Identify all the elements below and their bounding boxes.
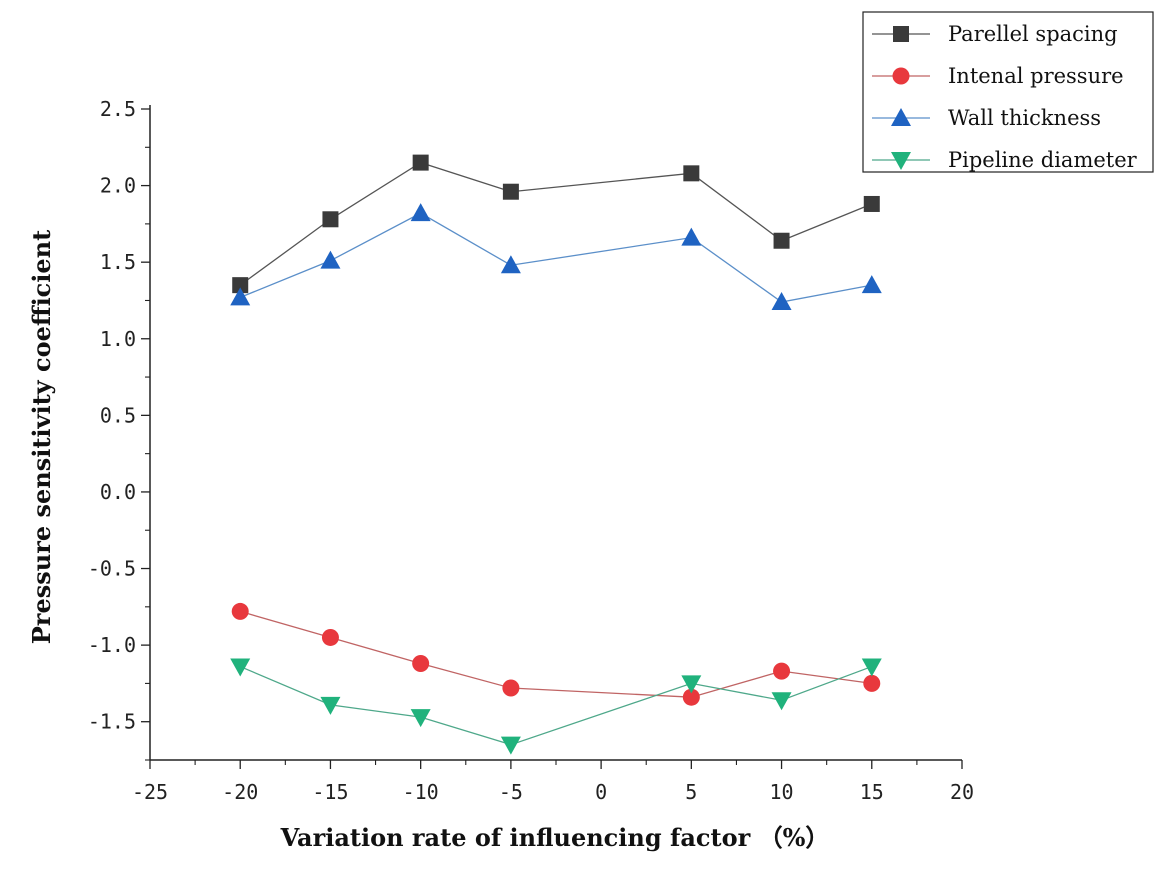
legend-label: Parellel spacing [948,22,1118,46]
data-point [412,654,430,672]
data-point [861,658,882,677]
data-point [683,165,700,182]
y-tick-label: 0.5 [100,403,136,427]
data-point [321,628,339,646]
data-point [863,195,880,212]
legend-box [862,11,1154,173]
data-point [230,658,251,677]
series-line [240,610,872,698]
legend-marker [891,108,911,126]
legend: Parellel spacing Intenal pressure Wall thi… [862,11,1154,173]
y-tick-label: 1.5 [100,250,136,274]
x-tick-label: -10 [403,780,439,804]
data-point [410,203,431,222]
data-point [410,709,431,728]
data-point [231,602,249,620]
series-pipeline-diameter [230,658,882,755]
legend-item: Wall thickness [872,106,1101,130]
x-tick-label: 10 [770,780,794,804]
data-point [861,275,882,294]
data-point [681,675,702,694]
legend-item: Pipeline diameter [872,148,1138,172]
x-tick-label: -15 [312,780,348,804]
data-point [771,292,792,311]
data-point [682,688,700,706]
x-tick-label: -5 [499,780,523,804]
series-group [230,154,882,755]
y-tick-label: -1.0 [88,633,136,657]
series-wall-thickness [230,203,882,311]
data-point [500,736,521,755]
data-point [771,692,792,711]
x-tick-label: 15 [860,780,884,804]
legend-item: Intenal pressure [872,64,1124,88]
y-axis-title: Pressure sensitivity coefficient [27,230,56,644]
data-point [322,211,339,228]
data-point [500,255,521,274]
data-point [502,183,519,200]
x-tick-label: 5 [685,780,697,804]
y-tick-label: -1.5 [88,710,136,734]
y-tick-label: -0.5 [88,557,136,581]
y-tick-label: 0.0 [100,480,136,504]
data-point [320,696,341,715]
axes [149,105,962,761]
legend-label: Wall thickness [948,106,1101,130]
x-ticks: -25 -20 -15 -10 -5 0 5 10 15 20 [132,760,974,804]
legend-item: Parellel spacing [872,22,1118,46]
data-point [320,250,341,269]
x-tick-label: 0 [595,780,607,804]
y-tick-label: 2.0 [100,174,136,198]
series-intenal-pressure [231,602,881,706]
data-point [502,679,520,697]
data-point [773,232,790,249]
x-tick-label: -20 [222,780,258,804]
legend-marker [891,152,911,170]
legend-marker [892,67,910,85]
data-point [230,287,251,306]
data-point [681,227,702,246]
series-parellel-spacing [232,154,880,294]
legend-marker [893,26,909,42]
data-point [412,154,429,171]
data-point [773,662,791,680]
x-axis-title: Variation rate of influencing factor （%） [280,823,830,852]
y-tick-label: 1.0 [100,327,136,351]
legend-label: Intenal pressure [948,64,1124,88]
legend-label: Pipeline diameter [948,148,1138,172]
data-point [232,277,249,294]
y-tick-label: 2.5 [100,97,136,121]
x-tick-label: -25 [132,780,168,804]
x-tick-label: 20 [950,780,974,804]
data-point [863,674,881,692]
y-ticks: -1.5 -1.0 -0.5 0.0 0.5 1.0 1.5 2.0 2.5 [88,97,150,761]
